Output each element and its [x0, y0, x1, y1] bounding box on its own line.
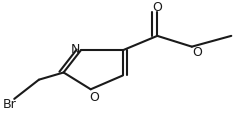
- Text: O: O: [192, 46, 202, 59]
- Text: N: N: [71, 43, 81, 56]
- Text: Br: Br: [3, 98, 17, 111]
- Text: O: O: [90, 91, 99, 104]
- Text: O: O: [152, 1, 162, 14]
